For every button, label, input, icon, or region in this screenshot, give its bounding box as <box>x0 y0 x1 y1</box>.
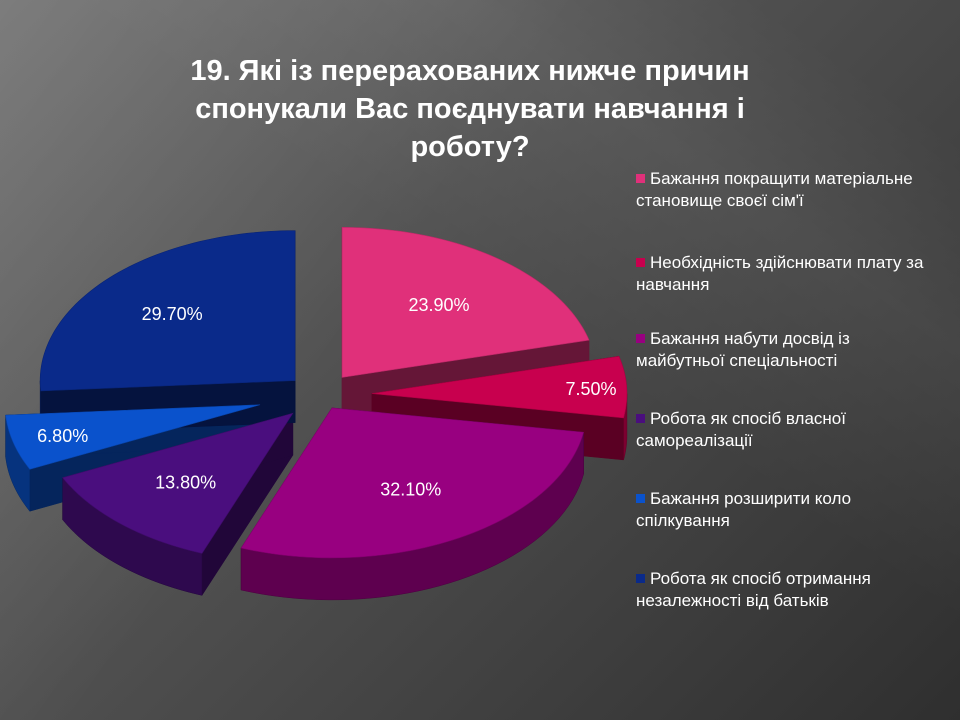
data-label-4: 13.80% <box>155 473 216 493</box>
legend-label-2: Необхідність здійснювати плату за навчан… <box>636 253 924 294</box>
data-label-6: 29.70% <box>142 304 203 324</box>
legend-swatch-6 <box>636 574 645 583</box>
legend-swatch-3 <box>636 334 645 343</box>
legend-label-5: Бажання розширити коло спілкування <box>636 489 852 530</box>
legend-item-2: Необхідність здійснювати плату за навчан… <box>636 252 936 296</box>
data-label-2: 7.50% <box>565 379 616 399</box>
legend-label-4: Робота як спосіб власної самореалізації <box>636 409 846 450</box>
legend-label-6: Робота як спосіб отримання незалежності … <box>636 569 871 610</box>
legend-swatch-5 <box>636 494 645 503</box>
pie-slice-6 <box>39 230 296 392</box>
legend-swatch-4 <box>636 414 645 423</box>
pie-slice-2 <box>371 355 628 419</box>
legend-label-1: Бажання покращити матеріальне становище … <box>636 169 913 210</box>
pie-slice-tops <box>5 227 628 559</box>
legend-swatch-2 <box>636 258 645 267</box>
pie-slice-1 <box>341 227 590 378</box>
data-label-5: 6.80% <box>37 426 88 446</box>
legend-item-1: Бажання покращити матеріальне становище … <box>636 168 936 212</box>
pie-data-labels: 23.90% 7.50% 32.10% 13.80% 6.80% 29.70% <box>37 295 616 500</box>
legend-swatch-1 <box>636 174 645 183</box>
legend-label-3: Бажання набути досвід із майбутньої спец… <box>636 329 850 370</box>
legend-item-6: Робота як спосіб отримання незалежності … <box>636 568 936 612</box>
legend-item-4: Робота як спосіб власної самореалізації <box>636 408 936 452</box>
data-label-3: 32.10% <box>380 480 441 500</box>
pie-slice-3 <box>240 407 584 559</box>
data-label-1: 23.90% <box>408 295 469 315</box>
legend-item-3: Бажання набути досвід із майбутньої спец… <box>636 328 936 372</box>
slide-title: 19. Які із перерахованих нижче причин сп… <box>190 55 750 163</box>
pie-slice-5 <box>5 404 261 470</box>
legend-item-5: Бажання розширити коло спілкування <box>636 488 936 532</box>
pie-slice-4 <box>62 412 294 554</box>
